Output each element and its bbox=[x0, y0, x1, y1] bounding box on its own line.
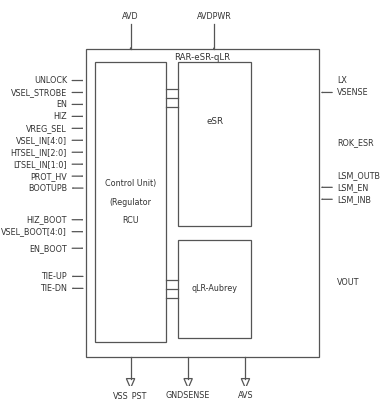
Text: (Regulator: (Regulator bbox=[110, 198, 152, 207]
Text: HIZ_BOOT: HIZ_BOOT bbox=[26, 215, 67, 224]
Text: qLR-Aubrey: qLR-Aubrey bbox=[192, 284, 238, 294]
Text: VSS_PST: VSS_PST bbox=[114, 391, 148, 400]
Text: ROK_ESR: ROK_ESR bbox=[338, 138, 374, 147]
Text: VSEL_STROBE: VSEL_STROBE bbox=[11, 88, 67, 97]
Text: GNDSENSE: GNDSENSE bbox=[166, 391, 210, 400]
Bar bbox=[86, 49, 319, 357]
Bar bbox=[178, 240, 251, 338]
Text: VSEL_IN[4:0]: VSEL_IN[4:0] bbox=[16, 136, 67, 145]
Text: PROT_HV: PROT_HV bbox=[30, 172, 67, 181]
Text: LX: LX bbox=[338, 76, 347, 85]
Text: LSM_OUTB: LSM_OUTB bbox=[338, 171, 380, 180]
Text: EN: EN bbox=[56, 100, 67, 109]
Text: UNLOCK: UNLOCK bbox=[34, 76, 67, 85]
Bar bbox=[178, 62, 251, 226]
Text: VREG_SEL: VREG_SEL bbox=[26, 124, 67, 133]
Text: TIE-UP: TIE-UP bbox=[41, 272, 67, 281]
Text: AVS: AVS bbox=[238, 391, 253, 400]
Text: LSM_INB: LSM_INB bbox=[338, 195, 371, 204]
Text: RCU: RCU bbox=[122, 216, 139, 225]
Text: eSR: eSR bbox=[206, 117, 223, 126]
Text: VSENSE: VSENSE bbox=[338, 88, 369, 97]
Text: VSEL_BOOT[4:0]: VSEL_BOOT[4:0] bbox=[1, 227, 67, 236]
Text: TIE-DN: TIE-DN bbox=[40, 284, 67, 293]
Text: AVD: AVD bbox=[122, 12, 139, 21]
Text: HTSEL_IN[2:0]: HTSEL_IN[2:0] bbox=[11, 148, 67, 157]
Text: LTSEL_IN[1:0]: LTSEL_IN[1:0] bbox=[13, 160, 67, 169]
Text: Control Unit): Control Unit) bbox=[105, 179, 156, 188]
Text: HIZ: HIZ bbox=[53, 112, 67, 121]
Text: VOUT: VOUT bbox=[338, 278, 360, 288]
Text: LSM_EN: LSM_EN bbox=[338, 183, 369, 192]
Text: RAR-eSR-qLR: RAR-eSR-qLR bbox=[174, 53, 230, 62]
Text: EN_BOOT: EN_BOOT bbox=[29, 244, 67, 253]
Text: AVDPWR: AVDPWR bbox=[197, 12, 232, 21]
Bar bbox=[95, 62, 166, 342]
Text: BOOTUPB: BOOTUPB bbox=[28, 184, 67, 192]
